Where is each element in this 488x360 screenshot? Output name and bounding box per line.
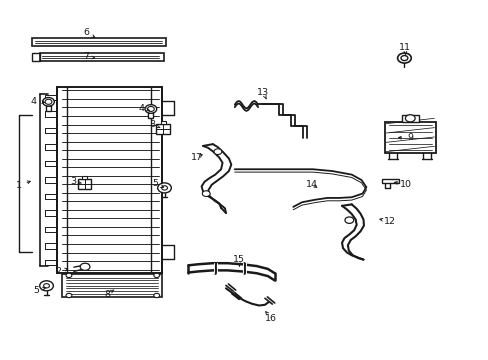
Bar (156, 124, 169, 134)
Circle shape (397, 53, 410, 63)
Text: 12: 12 (383, 217, 395, 226)
Text: 3: 3 (148, 120, 155, 129)
Bar (32, 38, 166, 45)
Circle shape (66, 293, 72, 298)
Circle shape (80, 263, 90, 270)
Bar (384, 122, 435, 153)
Circle shape (154, 293, 159, 298)
Bar (148, 109, 153, 118)
Circle shape (42, 98, 54, 106)
Circle shape (40, 281, 53, 291)
Text: 5: 5 (33, 286, 39, 295)
Text: 4: 4 (138, 104, 144, 113)
Circle shape (405, 115, 414, 122)
Text: 5: 5 (152, 179, 159, 188)
Bar (82, 176, 87, 179)
Circle shape (147, 107, 154, 112)
Text: 10: 10 (400, 180, 411, 189)
Text: 16: 16 (265, 314, 277, 323)
Circle shape (154, 273, 159, 278)
Circle shape (344, 217, 353, 224)
Circle shape (214, 149, 222, 154)
Text: 17: 17 (190, 153, 203, 162)
Circle shape (43, 284, 49, 288)
Text: 15: 15 (232, 255, 244, 264)
Text: 11: 11 (399, 43, 410, 52)
Circle shape (161, 186, 167, 190)
Bar (401, 115, 418, 122)
Bar (40, 53, 163, 61)
Text: 3: 3 (70, 177, 76, 186)
Bar (57, 87, 161, 273)
Text: 4: 4 (31, 96, 37, 105)
Text: 13: 13 (256, 87, 268, 96)
Bar (61, 274, 161, 297)
Circle shape (45, 99, 52, 104)
Text: 2: 2 (55, 267, 61, 276)
Text: 7: 7 (83, 52, 89, 61)
Text: 9: 9 (407, 133, 412, 142)
Circle shape (202, 191, 210, 197)
Bar (160, 121, 165, 124)
Text: 6: 6 (83, 28, 89, 37)
Circle shape (158, 183, 171, 193)
Circle shape (400, 55, 407, 60)
Text: 1: 1 (16, 181, 22, 190)
Circle shape (145, 105, 157, 113)
Text: 8: 8 (104, 289, 110, 298)
Bar (78, 179, 91, 189)
Bar (32, 53, 40, 61)
Bar (46, 102, 51, 111)
Bar (381, 179, 398, 183)
Circle shape (66, 273, 72, 278)
Text: 14: 14 (305, 180, 317, 189)
